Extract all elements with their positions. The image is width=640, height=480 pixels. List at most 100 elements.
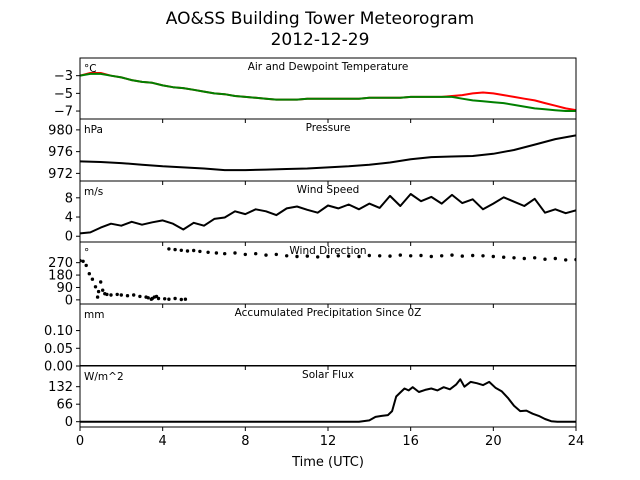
series-line-1 bbox=[80, 72, 576, 112]
panel-title: Pressure bbox=[306, 122, 351, 134]
data-point bbox=[119, 293, 124, 297]
x-tick-label: 8 bbox=[241, 434, 249, 449]
y-tick-label: −5 bbox=[54, 87, 73, 102]
data-point bbox=[285, 254, 289, 258]
data-point bbox=[206, 250, 210, 254]
data-point bbox=[101, 288, 105, 292]
data-point bbox=[336, 254, 340, 258]
panel-pressure: 980 976 972 Pressure hPa bbox=[48, 118, 577, 185]
data-point bbox=[502, 255, 506, 259]
data-point bbox=[93, 285, 98, 289]
data-point bbox=[179, 297, 183, 302]
panel-unit: m/s bbox=[84, 186, 103, 198]
data-point bbox=[233, 251, 237, 255]
panel-data-pressure bbox=[80, 134, 576, 172]
data-point bbox=[533, 256, 537, 260]
y-tick-label: 972 bbox=[48, 167, 73, 182]
panel-unit: mm bbox=[84, 309, 104, 321]
data-point bbox=[440, 254, 444, 258]
y-tick-label: 0 bbox=[65, 415, 73, 430]
x-tick-label: 16 bbox=[402, 434, 419, 449]
panel-solar_flux: 132 66 0 Solar Flux W/m^2 bbox=[48, 365, 577, 431]
data-point bbox=[347, 254, 351, 258]
data-point bbox=[105, 292, 109, 297]
data-point bbox=[223, 252, 227, 256]
data-point bbox=[409, 254, 413, 258]
data-point bbox=[81, 259, 85, 263]
data-point bbox=[326, 254, 330, 259]
figure-subtitle: 2012-12-29 bbox=[271, 30, 370, 50]
data-point bbox=[95, 295, 100, 299]
data-point bbox=[316, 255, 320, 259]
panel-data-temperature bbox=[80, 72, 576, 112]
panel-unit: W/m^2 bbox=[84, 371, 124, 383]
x-tick-label: 12 bbox=[320, 434, 337, 449]
data-point bbox=[167, 247, 171, 251]
y-tick-label: 980 bbox=[48, 123, 73, 138]
panel-title: Wind Direction bbox=[289, 245, 366, 257]
data-point bbox=[146, 296, 150, 300]
data-point bbox=[115, 292, 119, 297]
data-point bbox=[419, 253, 423, 258]
y-tick-label: 132 bbox=[48, 380, 73, 395]
data-point bbox=[138, 294, 142, 299]
series-line-0 bbox=[80, 193, 576, 235]
data-point bbox=[264, 253, 268, 257]
data-point bbox=[109, 293, 113, 297]
data-point bbox=[295, 254, 299, 259]
data-point bbox=[254, 252, 258, 256]
y-tick-label: 976 bbox=[48, 145, 73, 160]
x-tick-label: 20 bbox=[485, 434, 502, 449]
panel-data-wind_speed bbox=[80, 193, 576, 235]
y-tick-label: 66 bbox=[56, 398, 73, 413]
data-point bbox=[543, 257, 547, 261]
y-tick-label: −7 bbox=[54, 105, 73, 120]
y-tick-label: 90 bbox=[56, 281, 73, 296]
data-point bbox=[90, 277, 95, 281]
x-axis: 0 4 8 12 16 20 24 bbox=[76, 434, 584, 449]
y-tick-label: 0 bbox=[65, 293, 73, 308]
panel-title: Accumulated Precipitation Since 0Z bbox=[235, 307, 422, 319]
data-point bbox=[192, 248, 196, 253]
x-axis-label: Time (UTC) bbox=[291, 455, 364, 470]
data-point bbox=[481, 254, 485, 258]
panel-title: Solar Flux bbox=[302, 369, 354, 381]
data-point bbox=[450, 253, 454, 257]
data-point bbox=[173, 247, 177, 252]
data-point bbox=[84, 263, 88, 268]
data-point bbox=[553, 256, 557, 261]
data-point bbox=[491, 254, 495, 259]
panel-unit: hPa bbox=[84, 124, 103, 136]
data-point bbox=[99, 280, 103, 284]
x-tick-label: 24 bbox=[568, 434, 585, 449]
data-point bbox=[96, 289, 101, 294]
data-point bbox=[305, 254, 309, 258]
data-point bbox=[152, 295, 157, 299]
panel-data-wind_direction bbox=[80, 247, 576, 302]
data-point bbox=[429, 254, 433, 259]
data-point bbox=[522, 256, 526, 261]
y-tick-label: 8 bbox=[65, 191, 73, 206]
panel-precipitation: 0.10 0.05 0.00 Accumulated Precipitation Si… bbox=[44, 303, 577, 375]
y-tick-label: 0.00 bbox=[44, 360, 73, 375]
data-point bbox=[132, 293, 136, 297]
panel-unit: °C bbox=[84, 63, 97, 75]
data-point bbox=[512, 256, 516, 260]
series-line-0 bbox=[80, 378, 576, 423]
y-tick-label: 4 bbox=[65, 211, 73, 226]
data-point bbox=[183, 297, 188, 301]
data-point bbox=[156, 296, 161, 301]
data-point bbox=[564, 258, 568, 262]
data-point bbox=[179, 248, 183, 252]
data-point bbox=[367, 253, 371, 258]
panel-title: Air and Dewpoint Temperature bbox=[248, 61, 409, 73]
data-point bbox=[163, 297, 167, 301]
figure-title: AO&SS Building Tower Meteorogram bbox=[166, 9, 474, 29]
data-point bbox=[274, 252, 278, 257]
y-tick-label: −3 bbox=[54, 69, 73, 84]
y-tick-label: 0.05 bbox=[44, 342, 73, 357]
series-line-0 bbox=[80, 72, 576, 112]
